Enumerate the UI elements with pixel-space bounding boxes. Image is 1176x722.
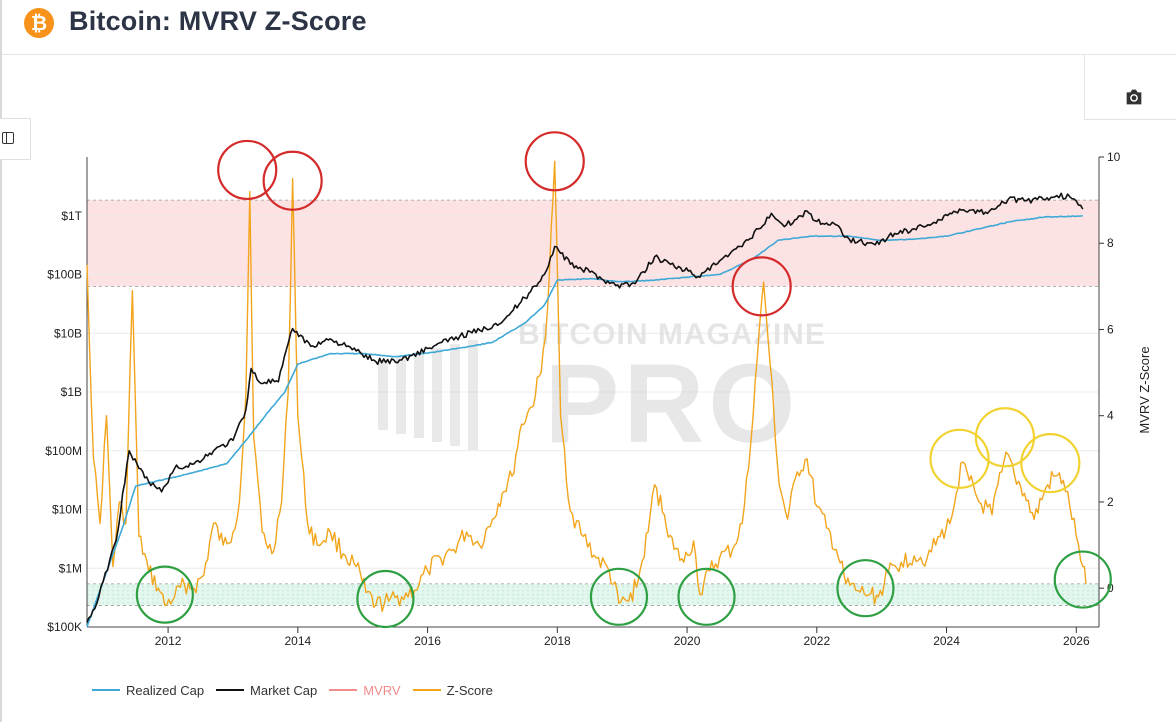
panel-toggle-icon	[2, 132, 14, 144]
right-tick-label: 6	[1107, 322, 1114, 336]
x-tick-label: 2020	[674, 634, 701, 648]
green-bottom-circle	[589, 567, 649, 626]
legend-swatch	[412, 689, 441, 691]
right-axis-title: MVRV Z-Score	[1137, 346, 1152, 433]
left-tick-label: $1B	[61, 385, 82, 399]
left-tick-label: $100K	[47, 620, 82, 634]
x-tick-label: 2012	[155, 634, 182, 648]
bitcoin-logo-icon: ₿	[24, 8, 54, 38]
left-tick-label: $100M	[45, 444, 82, 458]
chart-toolbar	[1084, 55, 1176, 120]
green-bottom-circle	[677, 567, 736, 626]
left-tick-label: $100B	[47, 268, 82, 282]
left-tick-label: $10M	[52, 503, 82, 517]
red-peak-circle	[731, 256, 792, 317]
watermark-bar	[432, 348, 442, 442]
red-peak-circle	[262, 150, 323, 211]
green-bottom-circle	[1053, 550, 1112, 609]
header-bar: ₿ Bitcoin: MVRV Z-Score	[0, 0, 1176, 55]
red-peak-circle	[524, 131, 585, 192]
legend-label: Realized Cap	[126, 682, 205, 698]
legend-item-market-cap[interactable]: Market Cap	[216, 683, 317, 698]
watermark-bar	[450, 344, 460, 446]
x-tick-label: 2014	[284, 634, 311, 648]
watermark-bar	[396, 356, 406, 434]
watermark-bar	[414, 352, 424, 438]
right-tick-label: 10	[1107, 150, 1121, 164]
left-tick-label: $1T	[61, 209, 82, 223]
yellow-circle	[974, 407, 1036, 468]
panel-toggle-button[interactable]	[0, 118, 31, 160]
legend-swatch	[216, 689, 245, 691]
right-tick-label: 2	[1107, 495, 1114, 509]
legend: Realized Cap Market Cap MVRV Z-Score	[92, 680, 493, 700]
green-bottom-circle	[836, 559, 895, 618]
right-tick-label: 4	[1107, 409, 1114, 423]
x-tick-label: 2016	[414, 634, 441, 648]
z-score-line	[86, 160, 1087, 613]
left-tick-label: $10B	[54, 326, 82, 340]
x-tick-label: 2024	[933, 634, 960, 648]
watermark-bar	[468, 340, 478, 450]
market-cap-line	[86, 192, 1084, 623]
watermark-line1: BITCOIN MAGAZINE	[518, 318, 826, 351]
watermark-line2: PRO	[545, 341, 800, 466]
legend-label: MVRV	[363, 682, 401, 698]
legend-label: Market Cap	[250, 682, 318, 698]
yellow-circle	[929, 428, 990, 489]
x-tick-label: 2026	[1063, 634, 1090, 648]
overvalued-zone	[87, 200, 1099, 287]
legend-item-mvrv[interactable]: MVRV	[329, 682, 401, 698]
left-tick-label: $1M	[59, 561, 82, 575]
watermark-bar	[378, 360, 388, 430]
green-bottom-circle	[356, 569, 415, 629]
camera-icon[interactable]	[1123, 86, 1145, 108]
legend-item-realized-cap[interactable]: Realized Cap	[92, 683, 204, 698]
page-title: Bitcoin: MVRV Z-Score	[69, 6, 367, 36]
yellow-circle	[1020, 433, 1081, 494]
red-peak-circle	[217, 139, 278, 201]
legend-swatch	[329, 689, 358, 691]
x-tick-label: 2018	[544, 634, 571, 648]
green-bottom-circle	[135, 565, 194, 624]
legend-item-z-score[interactable]: Z-Score	[412, 682, 493, 698]
legend-label: Z-Score	[446, 682, 493, 698]
x-tick-label: 2022	[803, 634, 830, 648]
left-divider	[0, 0, 2, 722]
realized-cap-line	[86, 215, 1083, 628]
right-tick-label: 8	[1107, 236, 1114, 250]
legend-swatch	[92, 689, 120, 691]
